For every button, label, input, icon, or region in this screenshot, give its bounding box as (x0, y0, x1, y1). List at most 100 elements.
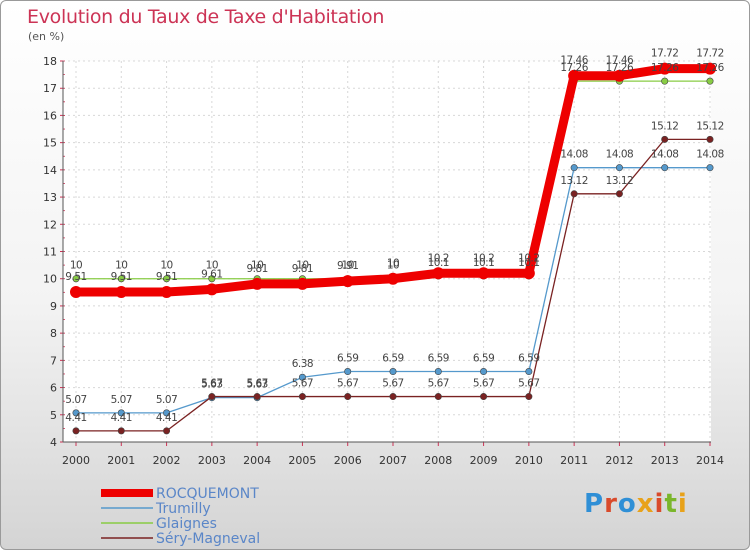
x-tick-label: 2002 (153, 454, 181, 467)
data-label: 10 (387, 258, 399, 270)
x-tick-label: 2005 (288, 454, 316, 467)
data-point (525, 368, 533, 376)
data-label: 5.67 (201, 378, 222, 390)
data-label: 10 (206, 260, 218, 272)
y-tick-label: 7 (50, 354, 57, 367)
data-point (296, 277, 309, 290)
series-layer (70, 62, 716, 435)
y-tick-label: 15 (43, 137, 57, 150)
legend-label: Trumilly (155, 501, 211, 517)
data-point (344, 393, 352, 401)
data-point (570, 164, 578, 172)
data-label: 15.12 (651, 120, 679, 132)
data-point (117, 409, 125, 417)
chart-title: Evolution du Taux de Taxe d'Habitation (27, 6, 385, 28)
data-label: 5.67 (518, 378, 539, 390)
proxiti-logo: Proxiti (584, 489, 688, 519)
data-label: 10 (115, 260, 127, 272)
data-point (658, 62, 671, 75)
data-point (298, 393, 306, 401)
data-label: 10.2 (518, 252, 539, 264)
data-point (613, 69, 626, 82)
data-label: 14.08 (651, 149, 679, 161)
data-label: 10 (160, 260, 172, 272)
data-point (163, 409, 171, 417)
data-label: 9.81 (292, 263, 313, 275)
x-tick-label: 2004 (243, 454, 271, 467)
data-label: 5.63 (246, 379, 267, 391)
data-label: 17.72 (696, 48, 724, 60)
y-tick-label: 12 (43, 218, 57, 231)
x-tick-label: 2007 (379, 454, 407, 467)
data-point (70, 286, 82, 299)
data-point (251, 277, 264, 290)
data-label: 6.59 (337, 353, 358, 365)
data-label: 6.59 (473, 353, 494, 365)
legend-label: ROCQUEMONT (156, 486, 259, 502)
data-label: 5.67 (428, 378, 449, 390)
data-label: 13.12 (560, 175, 588, 187)
data-point (341, 275, 354, 288)
data-label: 10 (296, 260, 308, 272)
data-point (480, 393, 488, 401)
data-label: 6.38 (292, 358, 313, 370)
data-point (117, 275, 125, 283)
data-point (706, 77, 714, 85)
x-tick-label: 2009 (470, 454, 498, 467)
data-point (208, 393, 216, 401)
y-tick-label: 17 (43, 82, 57, 95)
data-label: 5.67 (292, 378, 313, 390)
data-point (706, 164, 714, 172)
data-label: 17.26 (651, 62, 679, 74)
data-label: 17.26 (560, 62, 588, 74)
data-point (522, 267, 535, 280)
y-tick-label: 18 (43, 55, 57, 68)
data-label: 17.46 (606, 55, 634, 67)
data-point (160, 286, 173, 299)
data-point (706, 135, 714, 143)
data-point (253, 393, 261, 401)
data-point (389, 368, 397, 376)
x-tick-label: 2011 (560, 454, 588, 467)
data-label: 17.26 (606, 62, 634, 74)
data-point (434, 393, 442, 401)
x-tick-label: 2014 (696, 454, 724, 467)
data-point (72, 275, 80, 283)
data-point (163, 275, 171, 283)
x-tick-label: 2001 (107, 454, 135, 467)
data-point (661, 77, 669, 85)
x-tick-label: 2003 (198, 454, 226, 467)
y-tick-label: 9 (50, 300, 57, 313)
data-point (480, 368, 488, 376)
data-label: 10.2 (473, 252, 494, 264)
data-label: 10.1 (518, 257, 539, 269)
y-tick-label: 11 (43, 246, 57, 259)
data-label: 9.81 (246, 263, 267, 275)
y-tick-label: 16 (43, 109, 57, 122)
data-label: 9.91 (337, 260, 358, 272)
data-label: 9.51 (156, 271, 177, 283)
data-point (298, 373, 306, 381)
data-point (568, 69, 581, 82)
legend-label: Glaignes (156, 516, 217, 532)
data-label: 6.59 (382, 353, 403, 365)
x-tick-label: 2000 (62, 454, 90, 467)
data-label: 14.08 (560, 149, 588, 161)
y-tick-label: 13 (43, 191, 57, 204)
y-tick-label: 6 (50, 382, 57, 395)
data-point (72, 427, 80, 435)
chart-subtitle: (en %) (28, 30, 65, 43)
data-label: 4.41 (65, 412, 86, 424)
data-label: 14.08 (696, 149, 724, 161)
y-tick-label: 10 (43, 273, 57, 286)
data-point (661, 135, 669, 143)
data-label: 10.1 (428, 257, 449, 269)
data-point (117, 427, 125, 435)
data-point (434, 368, 442, 376)
y-tick-label: 8 (50, 327, 57, 340)
data-label: 10 (70, 260, 82, 272)
data-label: 10.1 (473, 257, 494, 269)
